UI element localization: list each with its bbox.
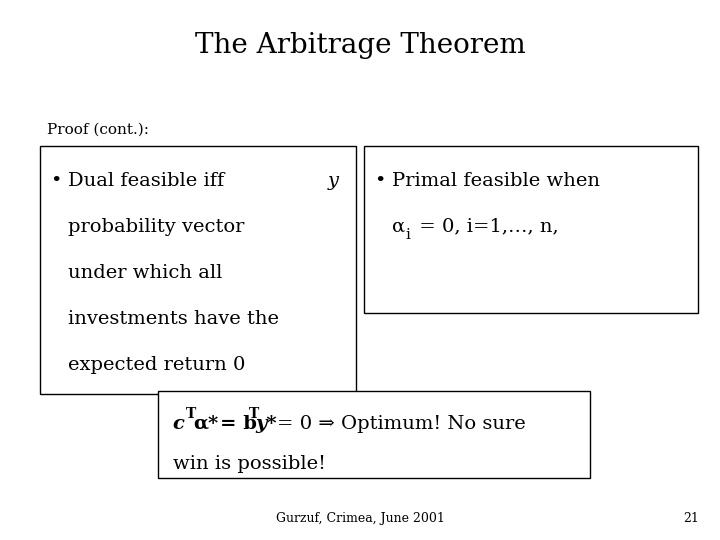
Text: •: • xyxy=(374,172,386,190)
Text: α: α xyxy=(392,218,405,236)
Text: y: y xyxy=(328,172,338,190)
Text: investments have the: investments have the xyxy=(68,309,279,328)
Text: = 0, i=1,…, n,: = 0, i=1,…, n, xyxy=(413,218,558,236)
Text: The Arbitrage Theorem: The Arbitrage Theorem xyxy=(194,32,526,59)
Text: Proof (cont.):: Proof (cont.): xyxy=(47,123,149,137)
Text: probability vector: probability vector xyxy=(68,218,245,236)
Text: c: c xyxy=(173,415,184,433)
Text: = 0 ⇒ Optimum! No sure: = 0 ⇒ Optimum! No sure xyxy=(277,415,526,433)
Text: 21: 21 xyxy=(683,512,699,525)
Text: expected return 0: expected return 0 xyxy=(68,355,246,374)
Bar xyxy=(40,146,356,394)
Text: i: i xyxy=(405,228,410,242)
Bar xyxy=(158,392,590,478)
Text: y*: y* xyxy=(256,415,277,433)
Text: •: • xyxy=(50,172,62,190)
Text: win is possible!: win is possible! xyxy=(173,455,325,474)
Text: Dual feasible iff: Dual feasible iff xyxy=(68,172,225,190)
Text: α*: α* xyxy=(193,415,218,433)
Text: Gurzuf, Crimea, June 2001: Gurzuf, Crimea, June 2001 xyxy=(276,512,444,525)
Text: = b: = b xyxy=(220,415,256,433)
Bar xyxy=(364,146,698,313)
Text: Primal feasible when: Primal feasible when xyxy=(392,172,600,190)
Text: T: T xyxy=(186,407,196,421)
Text: T: T xyxy=(248,407,258,421)
Text: under which all: under which all xyxy=(68,264,222,282)
